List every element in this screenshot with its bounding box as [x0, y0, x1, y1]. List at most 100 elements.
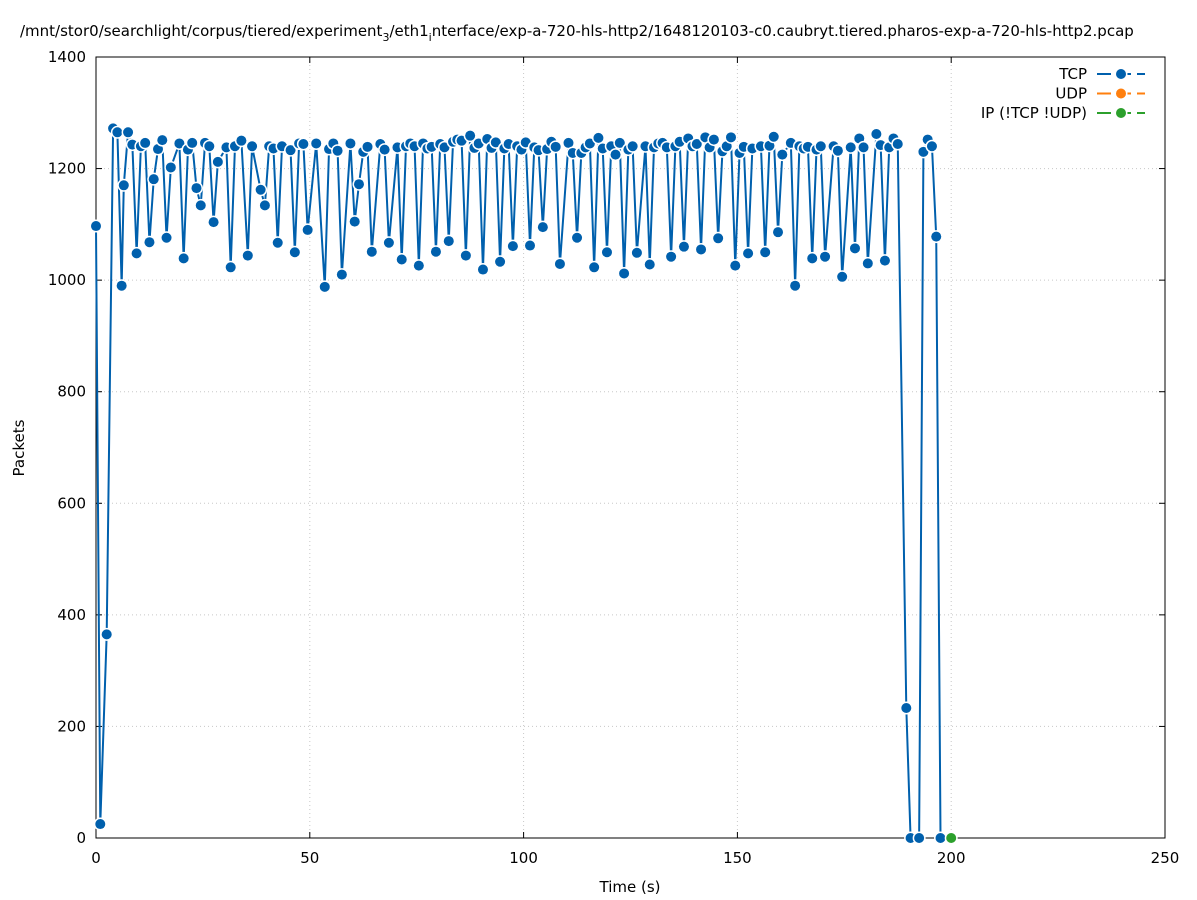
data-point [495, 256, 506, 267]
legend-marker [1116, 69, 1126, 79]
data-point [383, 237, 394, 248]
data-point [871, 128, 882, 139]
data-point [725, 132, 736, 143]
data-point [815, 141, 826, 152]
data-point [550, 141, 561, 152]
grid-lines [95, 56, 1166, 839]
axes [95, 56, 1166, 839]
data-point [456, 135, 467, 146]
data-point [116, 280, 127, 291]
data-point [905, 833, 916, 843]
data-point [730, 260, 741, 271]
data-point [666, 251, 677, 262]
data-point [837, 271, 848, 282]
data-point [768, 131, 779, 142]
data-point [554, 258, 565, 269]
data-point [332, 145, 343, 156]
tick-labels: 0 50 100 150 200 250 0 200 400 600 800 1000 1200 1400 [48, 48, 1180, 867]
data-point [460, 250, 471, 261]
data-point [212, 156, 223, 167]
data-point [593, 132, 604, 143]
data-point [349, 216, 360, 227]
y-tick-label: 1400 [48, 48, 86, 66]
y-tick-label: 0 [76, 829, 86, 847]
data-point [157, 135, 168, 146]
data-point [272, 237, 283, 248]
data-point [691, 139, 702, 150]
data-point [721, 141, 732, 152]
data-point [165, 162, 176, 173]
data-point [430, 246, 441, 257]
data-point [935, 833, 946, 843]
x-tick-label: 0 [91, 849, 101, 867]
data-point [259, 200, 270, 211]
data-point [366, 246, 377, 257]
data-point [242, 250, 253, 261]
data-point [678, 241, 689, 252]
data-point [225, 262, 236, 273]
x-tick-label: 250 [1151, 849, 1180, 867]
chart-title-main: /mnt/stor0/searchlight/corpus/tiered/exp… [20, 22, 383, 40]
data-point [567, 147, 578, 158]
data-point [584, 138, 595, 149]
data-point [140, 137, 151, 148]
data-point [696, 244, 707, 255]
data-point [520, 137, 531, 148]
data-point [191, 183, 202, 194]
data-point [773, 227, 784, 238]
legend-label: UDP [1055, 85, 1087, 103]
legend-marker [1116, 88, 1126, 99]
data-point [289, 247, 300, 258]
data-point [901, 703, 912, 714]
series-line [95, 126, 942, 839]
data-point [490, 137, 501, 148]
data-point [537, 222, 548, 233]
data-point [777, 149, 788, 160]
y-tick-label: 200 [57, 717, 86, 735]
data-point [858, 142, 869, 153]
chart-title-tail: nterface/exp-a-720-hls-http2/1648120103-… [432, 22, 1134, 40]
data-point [247, 141, 258, 152]
chart-title-sub: 3 [382, 31, 389, 44]
data-point [931, 231, 942, 242]
data-point [845, 142, 856, 153]
series-tcp [89, 121, 948, 845]
data-point [178, 253, 189, 264]
data-point [144, 237, 155, 248]
y-tick-label: 600 [57, 494, 86, 512]
data-point [174, 138, 185, 149]
data-point [760, 247, 771, 258]
chart-title-sub2: i [429, 31, 432, 44]
data-point [465, 130, 476, 141]
data-point [854, 133, 865, 144]
data-point [627, 141, 638, 152]
data-point [525, 240, 536, 251]
legend-marker [1116, 108, 1126, 118]
x-tick-label: 50 [300, 849, 319, 867]
data-point [153, 144, 164, 155]
data-point [589, 262, 600, 273]
data-point [507, 241, 518, 252]
data-point [631, 247, 642, 258]
x-axis-label: Time (s) [599, 878, 661, 896]
data-point [91, 221, 101, 232]
data-point [849, 243, 860, 254]
data-point [413, 260, 424, 271]
series-ip-tcp-udp [944, 831, 958, 845]
chart-title: /mnt/stor0/searchlight/corpus/tiered/exp… [20, 22, 1134, 44]
y-tick-label: 400 [57, 606, 86, 624]
data-point [820, 251, 831, 262]
plot-area [89, 121, 958, 845]
data-point [396, 254, 407, 265]
data-point [302, 224, 313, 235]
data-point [914, 833, 925, 843]
data-point [311, 138, 322, 149]
data-point [255, 184, 266, 195]
data-point [708, 134, 719, 145]
data-point [353, 179, 364, 190]
chart-title-mid: /eth1 [389, 22, 428, 40]
data-point [131, 248, 142, 259]
data-point [345, 138, 356, 149]
